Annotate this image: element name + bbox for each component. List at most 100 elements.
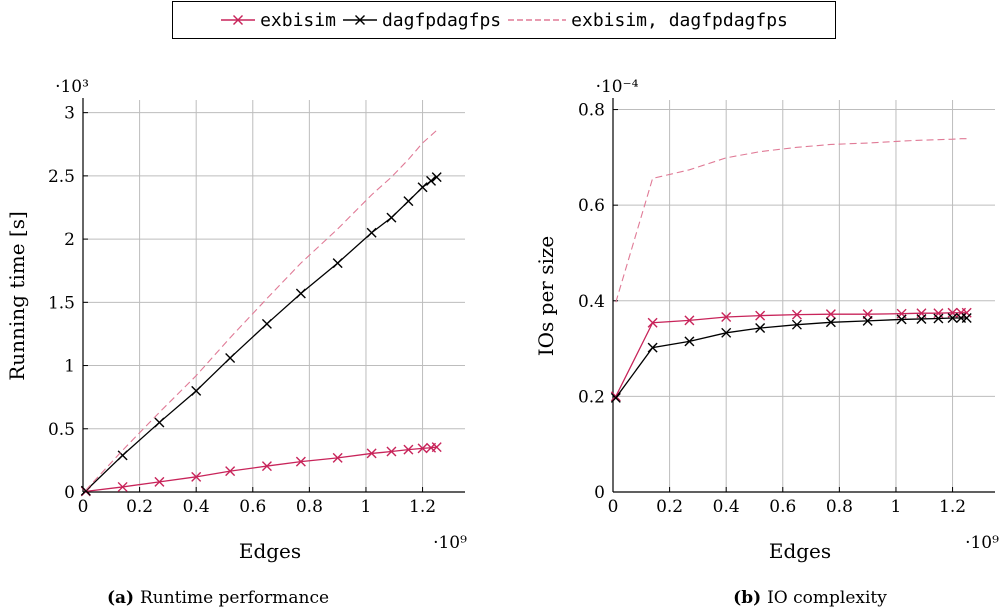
data-point-marker bbox=[862, 315, 873, 326]
chart-legend: exbisim dagfpdagfps exbisim, dagfpdagfps bbox=[172, 1, 836, 39]
caption-tag: (b) bbox=[733, 588, 767, 608]
y-tick-label: 2.5 bbox=[48, 167, 75, 187]
series-dagfpdagfps bbox=[610, 312, 972, 403]
data-point-marker bbox=[721, 312, 732, 323]
caption-tag: (a) bbox=[107, 588, 140, 608]
data-point-marker bbox=[825, 317, 836, 328]
data-point-marker bbox=[386, 212, 397, 223]
legend-marker-icon bbox=[354, 15, 365, 25]
data-point-marker bbox=[225, 466, 236, 477]
series-line bbox=[85, 129, 438, 491]
data-point-marker bbox=[261, 461, 272, 472]
chart-runtime: 0 0.2 0.4 0.6 0.8 1 1.2 0 0.5 1 1.5 2 2.5 3 ·10³ ·10⁹ Ed… bbox=[5, 77, 467, 608]
legend-marker-icon bbox=[233, 15, 244, 25]
data-point-marker bbox=[403, 196, 414, 207]
y-tick-label: 3 bbox=[64, 104, 75, 124]
data-point-marker bbox=[791, 309, 802, 320]
data-point-marker bbox=[647, 342, 658, 353]
y-tick-label: 0.5 bbox=[48, 420, 75, 440]
y-multiplier-label: ·10³ bbox=[55, 77, 89, 97]
x-tick-label: 0 bbox=[78, 497, 89, 517]
data-point-marker bbox=[896, 314, 907, 325]
x-tick-label: 0 bbox=[608, 497, 619, 517]
data-point-marker bbox=[261, 318, 272, 329]
data-point-marker bbox=[403, 444, 414, 455]
data-point-marker bbox=[295, 456, 306, 467]
chart-caption: (b) IO complexity bbox=[733, 588, 887, 608]
data-point-marker bbox=[791, 319, 802, 330]
data-point-marker bbox=[80, 485, 91, 496]
x-tick-label: 0.2 bbox=[126, 497, 153, 517]
x-tick-label: 0.8 bbox=[296, 497, 323, 517]
data-point-marker bbox=[295, 288, 306, 299]
series-combined bbox=[85, 129, 438, 491]
x-axis-label: Edges bbox=[239, 539, 301, 563]
x-multiplier-label: ·10⁹ bbox=[433, 533, 467, 553]
y-multiplier-label: ·10⁻⁴ bbox=[596, 77, 639, 97]
y-tick-label: 0.6 bbox=[578, 196, 605, 216]
data-point-marker bbox=[154, 476, 165, 487]
legend-swatch bbox=[508, 19, 567, 21]
data-point-marker bbox=[154, 417, 165, 428]
series-exbisim bbox=[80, 442, 442, 497]
data-point-marker bbox=[610, 392, 621, 403]
data-point-marker bbox=[117, 481, 128, 492]
y-axis-label: IOs per size bbox=[534, 236, 558, 357]
chart-io-complexity: 0 0.2 0.4 0.6 0.8 1 1.2 0 0.2 0.4 0.6 0.8 ·10⁻⁴ ·10⁹ E… bbox=[534, 77, 999, 608]
series-exbisim bbox=[610, 307, 972, 402]
caption-text: Runtime performance bbox=[140, 588, 329, 608]
series-line bbox=[615, 138, 967, 303]
legend-label: dagfpdagfps bbox=[381, 9, 502, 31]
data-point-marker bbox=[431, 172, 442, 183]
y-axis-label: Running time [s] bbox=[5, 211, 29, 381]
x-tick-label: 0.8 bbox=[826, 497, 853, 517]
x-tick-label: 1 bbox=[891, 497, 902, 517]
x-axis-label: Edges bbox=[769, 539, 831, 563]
x-tick-label: 1.2 bbox=[939, 497, 966, 517]
y-tick-label: 1 bbox=[64, 357, 75, 377]
data-point-marker bbox=[916, 313, 927, 324]
data-point-marker bbox=[386, 446, 397, 457]
data-point-marker bbox=[947, 312, 958, 323]
x-multiplier-label: ·10⁹ bbox=[965, 533, 999, 553]
data-point-marker bbox=[117, 450, 128, 461]
x-tick-label: 1 bbox=[361, 497, 372, 517]
series-line bbox=[615, 312, 967, 397]
data-point-marker bbox=[961, 312, 972, 323]
legend-swatch bbox=[221, 15, 256, 25]
data-point-marker bbox=[755, 323, 766, 334]
legend-label: exbisim bbox=[260, 9, 336, 31]
data-point-marker bbox=[684, 336, 695, 347]
legend-label: exbisim, dagfpdagfps bbox=[571, 9, 788, 31]
x-tick-label: 0.4 bbox=[713, 497, 740, 517]
data-point-marker bbox=[225, 352, 236, 363]
data-point-marker bbox=[332, 452, 343, 463]
data-point-marker bbox=[191, 385, 202, 396]
data-point-marker bbox=[933, 313, 944, 324]
series-line bbox=[615, 317, 967, 399]
data-point-marker bbox=[191, 471, 202, 482]
series-line bbox=[85, 446, 437, 493]
data-point-marker bbox=[332, 258, 343, 269]
data-point-marker bbox=[825, 309, 836, 320]
chart-caption: (a) Runtime performance bbox=[107, 588, 329, 608]
data-point-marker bbox=[755, 310, 766, 321]
legend-item: dagfpdagfps bbox=[342, 10, 501, 31]
data-point-marker bbox=[426, 175, 437, 186]
y-tick-label: 0 bbox=[594, 483, 605, 503]
data-point-marker bbox=[417, 182, 428, 193]
x-tick-label: 1.2 bbox=[409, 497, 436, 517]
y-tick-label: 1.5 bbox=[48, 293, 75, 313]
series-combined bbox=[615, 138, 967, 303]
y-tick-label: 0.2 bbox=[578, 387, 605, 407]
y-tick-label: 0 bbox=[64, 483, 75, 503]
y-tick-label: 2 bbox=[64, 230, 75, 250]
series-dagfpdagfps bbox=[80, 172, 442, 496]
caption-text: IO complexity bbox=[767, 588, 887, 608]
data-point-marker bbox=[366, 448, 377, 459]
x-tick-label: 0.6 bbox=[769, 497, 796, 517]
data-point-marker bbox=[647, 317, 658, 328]
data-point-marker bbox=[431, 442, 442, 453]
x-tick-label: 0.4 bbox=[183, 497, 210, 517]
